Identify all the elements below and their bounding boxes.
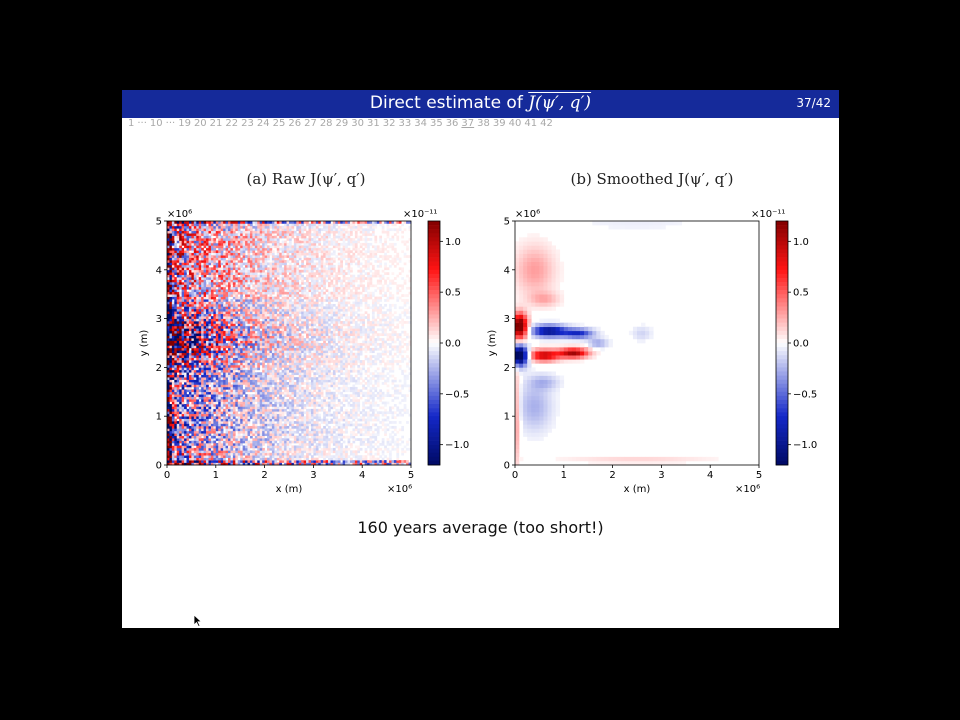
x-tick-label: 2	[261, 470, 267, 481]
nav-item[interactable]: 20	[193, 118, 207, 129]
x-tick-label: 4	[359, 470, 365, 481]
y-axis-label: y (m)	[139, 330, 150, 357]
nav-item[interactable]: 40	[508, 118, 522, 129]
nav-item: ···	[165, 118, 176, 129]
nav-item[interactable]: 31	[367, 118, 380, 129]
plot-frame	[166, 220, 412, 466]
colorbar-tick-label: 0.5	[793, 288, 809, 299]
x-tick-label: 3	[658, 470, 664, 481]
colorbar-tick-label: 1.0	[793, 237, 809, 248]
nav-item[interactable]: 10	[149, 118, 163, 129]
nav-item[interactable]: 30	[351, 118, 365, 129]
colorbar-tick-label: −0.5	[793, 389, 817, 400]
x-axis-label: x (m)	[276, 484, 303, 495]
heatmap-cells	[515, 221, 719, 466]
x-tick-label: 4	[707, 470, 713, 481]
nav-item[interactable]: 36	[445, 118, 459, 129]
x-scale-label: ×10⁶	[387, 484, 412, 495]
page-number: 37/42	[796, 96, 831, 110]
nav-item[interactable]: 27	[304, 118, 317, 129]
heatmap-cells	[167, 221, 412, 466]
nav-item[interactable]: 19	[178, 118, 191, 129]
y-tick-label: 5	[156, 217, 162, 228]
y-tick-label: 5	[504, 217, 510, 228]
nav-item[interactable]: 35	[429, 118, 443, 129]
nav-item[interactable]: 26	[288, 118, 302, 129]
colorbar: 1.0 0.5 0.0 −0.5 −1.0 ×10⁻¹¹	[403, 209, 469, 466]
nav-item[interactable]: 25	[272, 118, 286, 129]
nav-item[interactable]: 39	[492, 118, 506, 129]
x-tick-label: 2	[609, 470, 615, 481]
caption: 160 years average (too short!)	[357, 518, 604, 537]
y-tick-label: 0	[156, 461, 162, 472]
colorbar-tick-label: 1.0	[445, 237, 461, 248]
x-tick-label: 0	[164, 470, 170, 481]
slide: Direct estimate of J(ψ′, q′) 37/42 1 ··· 1…	[122, 90, 839, 628]
x-tick-label: 5	[756, 470, 762, 481]
plots: 0 1 2 3 4 5 0 1 2 3 4 5 x (m) y (m) ×10⁶ ×10⁶ 1.0 0.5 0.0 −…	[139, 209, 817, 495]
x-tick-label: 3	[310, 470, 316, 481]
panel-a-title: (a) Raw J(ψ′, q′)	[246, 170, 366, 188]
y-tick-label: 1	[504, 412, 510, 423]
plot-frame	[514, 220, 760, 466]
nav-item[interactable]: 38	[477, 118, 490, 129]
colorbar-tick-label: −0.5	[445, 389, 469, 400]
y-axis-label: y (m)	[487, 330, 498, 357]
nav-item[interactable]: 32	[382, 118, 396, 129]
y-scale-label: ×10⁶	[167, 209, 192, 220]
nav-item[interactable]: 29	[335, 118, 349, 129]
title-text: Direct estimate of	[369, 93, 529, 113]
mouse-cursor-icon	[193, 614, 203, 628]
slide-title: Direct estimate of J(ψ′, q′)	[122, 93, 839, 113]
nav-item[interactable]: 21	[209, 118, 223, 129]
colorbar-tick-label: 0.0	[445, 339, 461, 350]
nav-item[interactable]: 23	[241, 118, 254, 129]
x-tick-label: 0	[512, 470, 518, 481]
x-tick-label: 1	[561, 470, 567, 481]
x-scale-label: ×10⁶	[735, 484, 760, 495]
panel-b-title: (b) Smoothed J(ψ′, q′)	[570, 170, 734, 188]
x-tick-label: 5	[408, 470, 414, 481]
slide-navigation[interactable]: 1 ··· 10 ··· 19 20 21 22 23 24 25 26 27 28 29 30 31 32 33 3…	[128, 118, 556, 129]
nav-item[interactable]: 42	[540, 118, 553, 129]
y-tick-label: 3	[156, 314, 162, 325]
title-bar: Direct estimate of J(ψ′, q′) 37/42	[122, 90, 839, 118]
y-tick-label: 1	[156, 412, 162, 423]
y-tick-label: 4	[156, 265, 162, 276]
colorbar: 1.0 0.5 0.0 −0.5 −1.0 ×10⁻¹¹	[751, 209, 817, 466]
y-tick-label: 2	[156, 363, 162, 374]
y-scale-label: ×10⁶	[515, 209, 540, 220]
colorbar-scale-label: ×10⁻¹¹	[751, 209, 785, 220]
nav-item[interactable]: 34	[414, 118, 427, 129]
y-tick-label: 4	[504, 265, 510, 276]
colorbar-tick-label: −1.0	[445, 440, 469, 451]
x-tick-label: 1	[213, 470, 219, 481]
title-math: J(ψ′, q′)	[528, 93, 592, 113]
heatmap-panel-a: 0 1 2 3 4 5 0 1 2 3 4 5 x (m) y (m) ×10⁶ ×10⁶ 1.0 0.5 0.0 −…	[139, 209, 469, 495]
y-tick-label: 2	[504, 363, 510, 374]
nav-item[interactable]: 28	[319, 118, 333, 129]
nav-item[interactable]: 41	[524, 118, 538, 129]
nav-item[interactable]: 33	[398, 118, 412, 129]
nav-item: ···	[137, 118, 147, 129]
heatmap-panel-b: 0 1 2 3 4 5 0 1 2 3 4 5 x (m) y (m) ×10⁶ ×10⁶ 1.0 0.5 0.0 −…	[487, 209, 817, 495]
nav-item[interactable]: 37	[461, 118, 475, 129]
y-tick-label: 0	[504, 461, 510, 472]
nav-item[interactable]: 22	[225, 118, 239, 129]
colorbar-tick-label: 0.5	[445, 288, 461, 299]
nav-item[interactable]: 1	[128, 118, 135, 129]
colorbar-tick-label: −1.0	[793, 440, 817, 451]
nav-item[interactable]: 24	[256, 118, 270, 129]
colorbar-tick-label: 0.0	[793, 339, 809, 350]
x-axis-label: x (m)	[624, 484, 651, 495]
y-tick-label: 3	[504, 314, 510, 325]
colorbar-scale-label: ×10⁻¹¹	[403, 209, 437, 220]
